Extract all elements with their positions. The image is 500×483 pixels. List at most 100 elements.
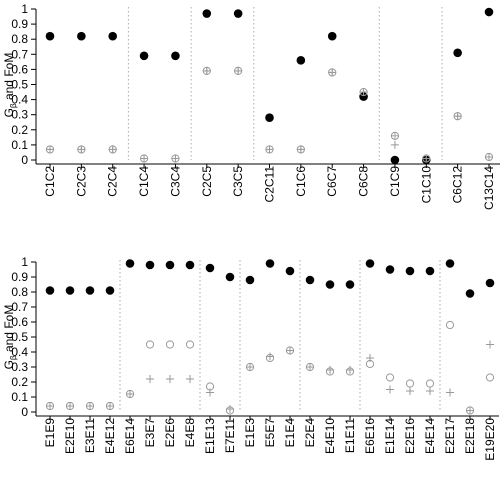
data-point-filled bbox=[185, 260, 195, 270]
data-point-plus bbox=[226, 405, 234, 413]
x-tick-label: C1C4 bbox=[137, 166, 151, 197]
x-tick-label: C1C9 bbox=[388, 166, 402, 197]
data-point-filled bbox=[245, 275, 255, 285]
data-point-plus bbox=[306, 363, 314, 371]
x-tick-label: E2E10 bbox=[63, 418, 77, 454]
bottom-panel: 00.10.20.30.40.50.60.70.80.91 Gβ and FoM E… bbox=[2, 255, 499, 461]
y-tick-label: 0.6 bbox=[11, 315, 28, 329]
data-point-plus bbox=[390, 140, 399, 149]
data-point-plus bbox=[366, 354, 374, 362]
data-point-plus bbox=[171, 154, 180, 163]
data-point-filled bbox=[202, 9, 212, 18]
data-point-plus bbox=[446, 388, 454, 397]
data-point-filled bbox=[77, 31, 86, 41]
x-tick-label: E4E12 bbox=[103, 418, 117, 454]
x-tick-label: C2C11 bbox=[263, 166, 277, 203]
x-tick-label: E5E7 bbox=[263, 418, 277, 448]
data-point-open-cross bbox=[391, 132, 399, 140]
data-point-plus bbox=[346, 366, 354, 374]
data-point-filled bbox=[484, 7, 494, 17]
y-tick-label: 0.7 bbox=[11, 47, 28, 61]
data-point-open bbox=[145, 340, 155, 349]
data-point-filled bbox=[45, 31, 55, 41]
x-tick-label: E4E8 bbox=[183, 418, 197, 448]
data-point-plus bbox=[485, 152, 493, 161]
data-point-plus bbox=[359, 88, 368, 97]
y-tick-label: 0.9 bbox=[11, 17, 28, 31]
data-point-filled bbox=[233, 9, 243, 18]
data-point-filled bbox=[365, 259, 375, 268]
x-tick-label: E2E17 bbox=[443, 418, 457, 454]
data-point-open bbox=[385, 373, 395, 382]
x-tick-label: C1C6 bbox=[294, 166, 308, 197]
data-point-open bbox=[405, 379, 415, 388]
x-tick-label: E2E16 bbox=[403, 418, 417, 454]
data-point-plus bbox=[246, 363, 254, 371]
data-point-open bbox=[165, 340, 175, 349]
x-tick-label: C1C10 bbox=[419, 166, 433, 204]
data-point-filled bbox=[139, 51, 149, 61]
data-point-filled bbox=[171, 51, 180, 61]
x-tick-label: E2E18 bbox=[463, 418, 477, 454]
x-tick-label: E1E9 bbox=[43, 418, 57, 448]
data-point-plus bbox=[234, 66, 243, 75]
data-point-filled bbox=[485, 278, 495, 288]
data-point-filled bbox=[265, 259, 275, 268]
x-tick-label: E1E13 bbox=[203, 418, 217, 454]
x-tick-label: E1E11 bbox=[343, 418, 357, 453]
data-point-filled bbox=[385, 265, 395, 274]
data-point-plus bbox=[206, 388, 214, 397]
x-tick-label: E7E11 bbox=[223, 418, 237, 453]
data-point-filled bbox=[359, 92, 368, 101]
data-point-plus bbox=[108, 145, 117, 154]
data-point-plus bbox=[202, 66, 211, 75]
data-point-filled bbox=[108, 31, 118, 41]
data-point-plus bbox=[166, 375, 174, 383]
data-point-plus bbox=[422, 154, 431, 163]
x-tick-label: E1E3 bbox=[243, 418, 257, 448]
data-point-filled bbox=[405, 266, 415, 276]
data-point-plus bbox=[296, 145, 305, 154]
x-tick-label: E6E16 bbox=[363, 418, 377, 454]
data-point-open bbox=[485, 373, 495, 382]
x-tick-label: C6C8 bbox=[357, 166, 371, 197]
data-point-plus bbox=[286, 346, 294, 355]
data-point-filled bbox=[390, 155, 400, 165]
y-axis-label: Gβ and FoM bbox=[2, 53, 18, 118]
x-tick-label: C3C4 bbox=[168, 166, 182, 197]
y-tick-label: 0.5 bbox=[11, 78, 28, 92]
data-point-filled bbox=[425, 266, 435, 276]
y-tick-label: 0.3 bbox=[11, 108, 28, 122]
data-point-plus bbox=[126, 390, 134, 398]
data-point-plus bbox=[453, 112, 462, 121]
y-tick-label: 0.1 bbox=[11, 390, 28, 404]
data-point-plus bbox=[486, 340, 494, 349]
data-point-filled bbox=[305, 275, 315, 285]
y-tick-label: 0.7 bbox=[11, 300, 28, 314]
y-tick-label: 1 bbox=[21, 2, 28, 16]
y-tick-label: 0.6 bbox=[11, 62, 28, 76]
x-tick-label: E1E4 bbox=[283, 418, 297, 448]
data-point-filled bbox=[345, 280, 355, 289]
y-tick-label: 0.4 bbox=[11, 345, 28, 359]
data-point-filled bbox=[105, 286, 115, 295]
data-point-plus bbox=[46, 402, 54, 410]
data-point-plus bbox=[426, 387, 434, 395]
data-point-filled bbox=[445, 259, 455, 268]
x-tick-label: C1C2 bbox=[43, 166, 57, 197]
data-point-filled bbox=[296, 56, 306, 65]
data-point-filled bbox=[465, 289, 475, 298]
y-tick-label: 1 bbox=[21, 255, 28, 269]
data-point-filled bbox=[145, 260, 155, 270]
data-point-plus bbox=[86, 402, 94, 410]
data-point-filled bbox=[65, 286, 75, 295]
data-point-plus bbox=[140, 154, 149, 163]
data-point-filled bbox=[125, 259, 135, 268]
top-panel: 00.10.20.30.40.5 0.60.70.80.91 Gβ and FoM C… bbox=[2, 2, 500, 210]
data-point-plus bbox=[77, 145, 86, 154]
x-tick-label: E4E14 bbox=[423, 418, 437, 454]
y-tick-label: 0.2 bbox=[11, 375, 28, 389]
y-axis-label: Gβ and FoM bbox=[2, 305, 18, 370]
x-tick-label: E19E20 bbox=[483, 418, 497, 461]
